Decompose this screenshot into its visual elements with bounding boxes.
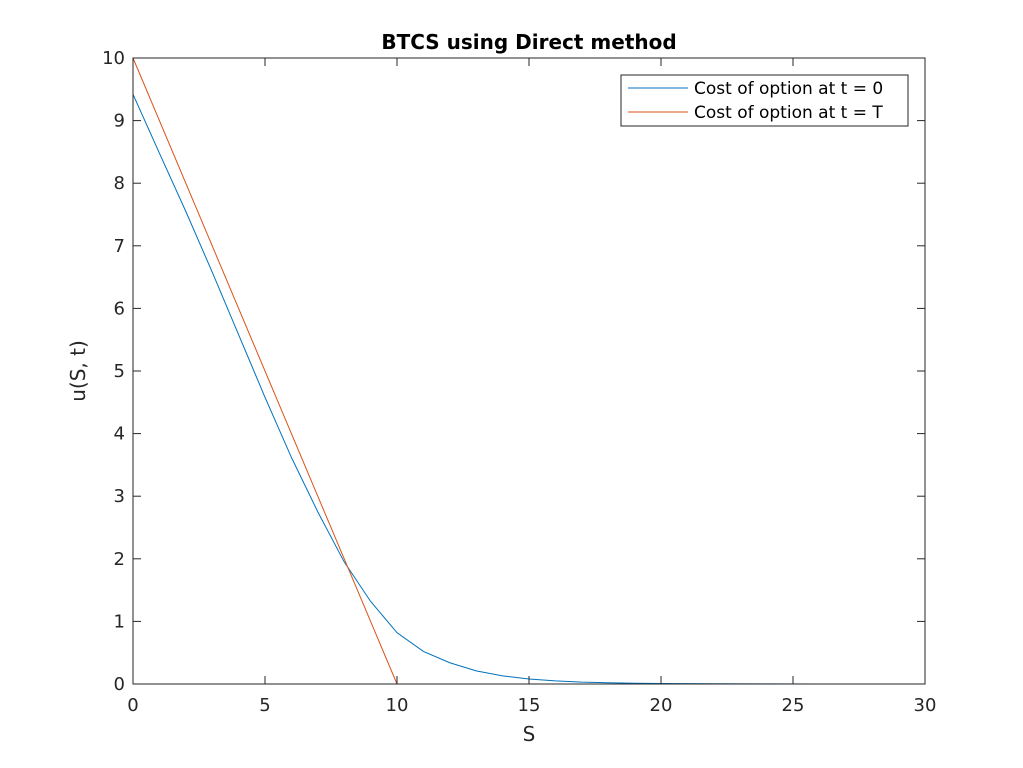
legend-box bbox=[620, 74, 909, 127]
plot-area bbox=[133, 58, 925, 684]
x-tick-label: 20 bbox=[650, 695, 673, 716]
y-tick-label: 8 bbox=[114, 173, 125, 194]
y-axis-label: u(S, t) bbox=[66, 340, 90, 402]
y-tick-label: 1 bbox=[114, 611, 125, 632]
x-tick-label: 30 bbox=[914, 695, 937, 716]
y-tick-label: 0 bbox=[114, 674, 125, 695]
y-tick-label: 2 bbox=[114, 549, 125, 570]
x-tick-label: 15 bbox=[518, 695, 541, 716]
legend: Cost of option at t = 0 Cost of option at… bbox=[620, 74, 909, 127]
x-tick-label: 5 bbox=[259, 695, 270, 716]
x-axis-label: S bbox=[523, 722, 536, 746]
legend-label-1: Cost of option at t = T bbox=[694, 103, 883, 123]
y-tick-label: 7 bbox=[114, 236, 125, 257]
y-tick-label: 4 bbox=[114, 424, 125, 445]
x-tick-label: 25 bbox=[782, 695, 805, 716]
x-axis: 0 5 10 15 20 25 30 bbox=[127, 58, 936, 716]
legend-label-0: Cost of option at t = 0 bbox=[694, 79, 883, 99]
y-tick-label: 3 bbox=[114, 486, 125, 507]
y-tick-label: 5 bbox=[114, 361, 125, 382]
y-tick-label: 6 bbox=[114, 298, 125, 319]
chart-title: BTCS using Direct method bbox=[381, 30, 676, 54]
y-axis: 0 1 2 3 4 5 6 7 8 9 10 bbox=[102, 48, 925, 695]
x-tick-label: 0 bbox=[127, 695, 138, 716]
y-tick-label: 9 bbox=[114, 111, 125, 132]
y-tick-label: 10 bbox=[102, 48, 125, 69]
x-tick-label: 10 bbox=[386, 695, 409, 716]
